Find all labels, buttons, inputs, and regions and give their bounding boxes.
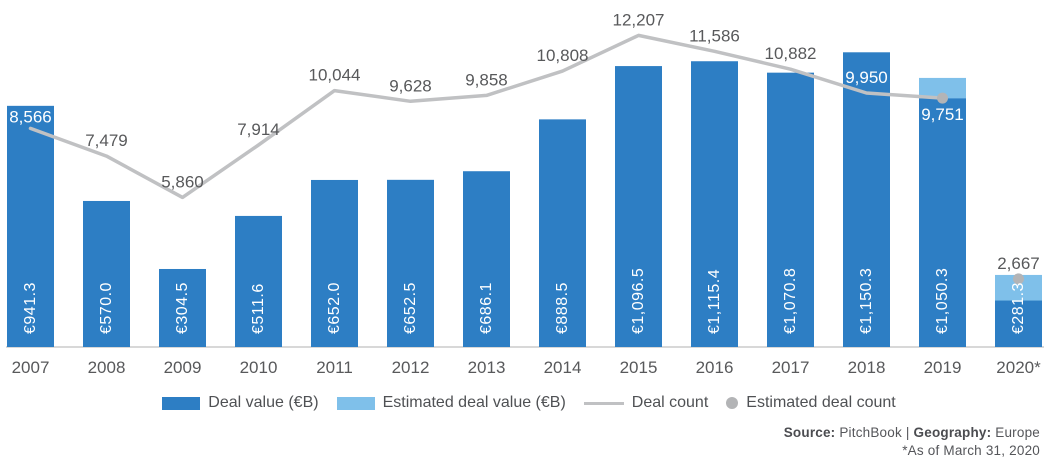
x-axis-label-2014: 2014 [544, 358, 582, 377]
estimated-count-dot-2020* [1013, 273, 1024, 285]
bar-value-label-2007: €941.3 [22, 282, 39, 334]
legend-item-deal-value: Deal value (€B) [162, 394, 319, 412]
legend-label: Deal count [631, 394, 709, 411]
bar-2008 [83, 200, 130, 347]
source-note: Source: PitchBook | Geography: Europe *A… [784, 424, 1040, 460]
source-value: PitchBook | [835, 425, 914, 440]
count-label-2013: 9,858 [465, 70, 508, 89]
count-label-2007: 8,566 [9, 107, 52, 126]
geography-label: Geography: [913, 425, 992, 440]
count-label-2009: 5,860 [161, 172, 204, 191]
bar-2018 [843, 52, 890, 347]
x-axis-label-2020*: 2020* [996, 358, 1041, 377]
count-label-2020*: 2,667 [997, 254, 1040, 273]
bar-value-label-2019: €1,050.3 [934, 268, 951, 334]
x-axis-label-2011: 2011 [316, 358, 353, 377]
bar-value-label-2014: €888.5 [554, 282, 571, 334]
bar-2020* [995, 300, 1042, 347]
geography-value: Europe [991, 425, 1040, 440]
estimated-count-dot-2019 [937, 92, 948, 104]
bar-2015 [615, 66, 662, 348]
footnote: *As of March 31, 2020 [902, 443, 1040, 458]
bar-value-label-2011: €652.0 [326, 282, 343, 334]
estimated-deal-value-swatch [336, 396, 375, 410]
bar-value-label-2010: €511.6 [250, 283, 267, 334]
x-axis-label-2009: 2009 [164, 358, 202, 377]
source-line: Source: PitchBook | Geography: Europe [784, 424, 1040, 442]
x-axis-label-2018: 2018 [848, 358, 886, 377]
count-label-2014: 10,808 [537, 46, 589, 65]
count-label-2010: 7,914 [237, 120, 280, 139]
bar-value-label-2016: €1,115.4 [706, 269, 723, 334]
bar-value-label-2020*: €281.3 [1010, 282, 1027, 334]
x-axis-label-2012: 2012 [392, 358, 430, 377]
count-label-2016: 11,586 [689, 26, 740, 45]
legend: Deal value (€B) Estimated deal value (€B… [0, 392, 1058, 414]
x-axis-label-2010: 2010 [240, 358, 278, 377]
bar-value-label-2015: €1,096.5 [630, 268, 647, 334]
deal-count-line [28, 33, 945, 200]
bar-2019 [919, 98, 966, 347]
bar-value-label-2017: €1,070.8 [782, 268, 799, 334]
bar-2012 [387, 179, 434, 347]
legend-label: Estimated deal count [746, 394, 896, 411]
legend-label: Deal value (€B) [208, 394, 319, 411]
bar-value-label-2018: €1,150.3 [858, 268, 875, 334]
count-label-2019: 9,751 [921, 105, 964, 124]
count-label-2018: 9,950 [845, 68, 888, 87]
deal-count-line-swatch [583, 401, 624, 405]
bar-value-label-2012: €652.5 [402, 282, 419, 334]
bar-value-label-2008: €570.0 [98, 282, 115, 334]
bar-2017 [767, 72, 814, 347]
x-axis-label-2013: 2013 [468, 358, 506, 377]
count-label-2015: 12,207 [613, 10, 665, 29]
bar-2010 [235, 215, 282, 347]
bar-value-label-2009: €304.5 [174, 282, 191, 334]
bar-2011 [311, 179, 358, 347]
bar-2016 [691, 61, 738, 347]
count-label-2017: 10,882 [765, 44, 817, 63]
bar-2014 [539, 119, 586, 347]
count-label-2008: 7,479 [85, 131, 128, 150]
bar-2009 [159, 268, 206, 347]
x-axis-label-2008: 2008 [88, 358, 126, 377]
bar-2007 [7, 105, 54, 347]
x-axis-label-2019: 2019 [924, 358, 962, 377]
legend-item-estimated-deal-count: Estimated deal count [726, 394, 896, 412]
x-axis-label-2016: 2016 [696, 358, 734, 377]
bar-value-label-2013: €686.1 [478, 282, 495, 334]
legend-item-deal-count: Deal count [583, 394, 709, 412]
legend-label: Estimated deal value (€B) [382, 394, 566, 411]
legend-item-estimated-deal-value: Estimated deal value (€B) [336, 394, 566, 412]
x-axis-label-2017: 2017 [772, 358, 810, 377]
x-axis-label-2015: 2015 [620, 358, 658, 377]
count-label-2012: 9,628 [389, 76, 432, 95]
deal-value-swatch [162, 396, 201, 410]
source-label: Source: [783, 425, 836, 440]
count-label-2011: 10,044 [309, 66, 361, 85]
bar-2013 [463, 171, 510, 347]
x-axis-label-2007: 2007 [12, 358, 50, 377]
estimated-deal-count-dot-swatch [726, 397, 739, 409]
